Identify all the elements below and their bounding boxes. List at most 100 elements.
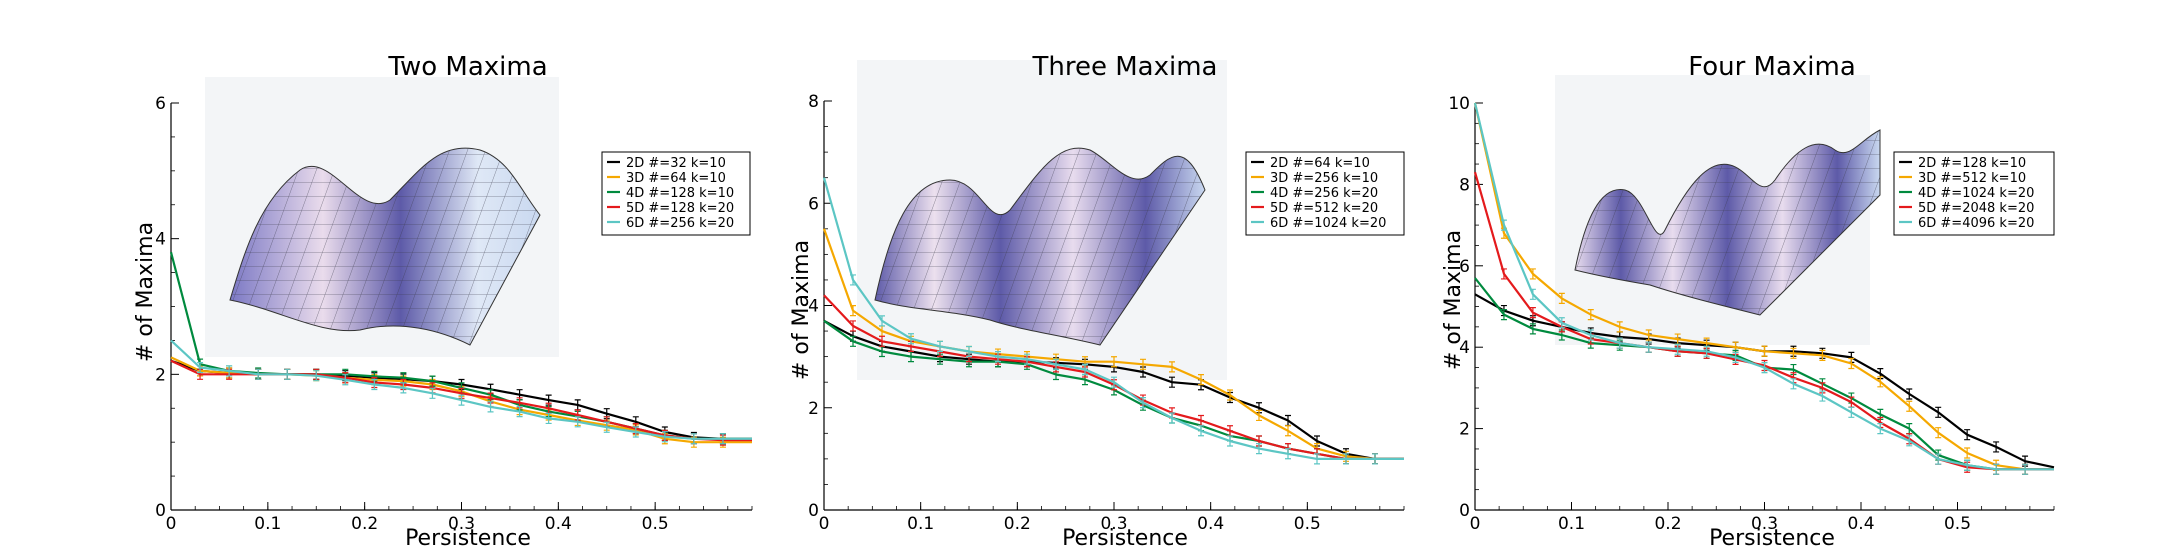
y-tick-label: 6 xyxy=(808,194,819,214)
error-bar xyxy=(371,378,378,391)
error-bar xyxy=(487,401,494,413)
error-bar xyxy=(1616,337,1623,349)
legend-entry: 2D #=64 k=10 xyxy=(1270,156,1370,171)
x-tick-label: 0.5 xyxy=(1294,514,1321,534)
error-bar xyxy=(1500,309,1507,321)
y-tick-label: 8 xyxy=(808,92,819,112)
error-bar xyxy=(197,361,204,374)
error-bar xyxy=(1529,307,1536,319)
error-bar xyxy=(1703,345,1710,357)
error-bar xyxy=(1848,357,1855,370)
error-bar xyxy=(937,340,943,352)
error-bar xyxy=(879,335,885,347)
error-bar xyxy=(1616,321,1623,333)
error-bar xyxy=(1529,323,1536,335)
error-bar xyxy=(1761,361,1768,374)
error-bar xyxy=(1819,349,1826,361)
error-bar xyxy=(1935,406,1942,418)
error-bar xyxy=(1198,425,1204,437)
error-bar xyxy=(879,315,885,327)
x-tick-label: 0.4 xyxy=(545,514,572,534)
error-bar xyxy=(1906,400,1913,412)
error-bar xyxy=(1587,309,1594,321)
x-tick-label: 0.3 xyxy=(1751,514,1778,534)
legend-entry: 6D #=1024 k=20 xyxy=(1270,216,1386,231)
error-bar xyxy=(908,333,914,345)
y-tick-label: 10 xyxy=(1448,94,1470,114)
error-bar xyxy=(850,305,856,317)
y-tick-label: 2 xyxy=(808,399,819,419)
legend-entry: 3D #=64 k=10 xyxy=(626,171,726,186)
x-tick-label: 0 xyxy=(166,514,177,534)
legend-entry: 6D #=4096 k=20 xyxy=(1918,216,2034,231)
error-bar xyxy=(429,387,436,399)
y-tick-label: 2 xyxy=(1459,420,1470,440)
x-tick-label: 0 xyxy=(819,514,830,534)
legend-entry: 4D #=128 k=10 xyxy=(626,186,734,201)
x-tick-label: 0.3 xyxy=(448,514,475,534)
error-bar xyxy=(1111,376,1117,388)
error-bar xyxy=(574,416,581,428)
error-bar xyxy=(255,368,262,380)
x-tick-label: 0.2 xyxy=(1654,514,1681,534)
error-bar xyxy=(1140,397,1146,409)
error-bar xyxy=(1529,268,1536,280)
error-bar xyxy=(1053,358,1059,370)
error-bar xyxy=(690,433,697,445)
error-bar xyxy=(850,274,856,286)
error-bar xyxy=(458,394,465,406)
error-bar xyxy=(1256,409,1262,422)
legend-entry: 3D #=256 k=10 xyxy=(1270,171,1378,186)
error-bar xyxy=(1790,378,1797,390)
error-bar xyxy=(1935,453,1942,465)
error-bar xyxy=(1140,358,1146,370)
error-bar xyxy=(1964,447,1971,459)
legend-entry: 2D #=32 k=10 xyxy=(626,156,726,171)
error-bar xyxy=(1343,453,1349,465)
error-bar xyxy=(1790,347,1797,359)
error-bar xyxy=(1529,288,1536,300)
x-tick-label: 0.2 xyxy=(1004,514,1031,534)
y-tick-label: 0 xyxy=(808,501,819,521)
error-bar xyxy=(1645,329,1652,341)
y-tick-label: 0 xyxy=(155,501,166,521)
legend-box xyxy=(1893,151,2055,236)
y-axis-label: # of Maxima xyxy=(789,240,814,380)
chart-title: Three Maxima xyxy=(1032,52,1218,82)
x-tick-label: 0.4 xyxy=(1197,514,1224,534)
error-bar xyxy=(661,431,668,443)
legend-entry: 5D #=128 k=20 xyxy=(626,201,734,216)
error-bar xyxy=(1198,374,1204,386)
error-bar xyxy=(603,421,610,433)
error-bar xyxy=(313,370,320,382)
legend-entry: 4D #=256 k=20 xyxy=(1270,186,1378,201)
error-bar xyxy=(1169,361,1175,373)
x-tick-label: 0.5 xyxy=(1944,514,1971,534)
error-bar xyxy=(1024,353,1030,365)
error-bar xyxy=(1993,463,2000,475)
error-bar xyxy=(1227,389,1233,401)
error-bar xyxy=(516,406,523,418)
legend-entry: 2D #=128 k=10 xyxy=(1918,156,2026,171)
x-tick-label: 0.1 xyxy=(1558,514,1585,534)
y-tick-label: 6 xyxy=(1459,257,1470,277)
error-bar xyxy=(1761,345,1768,357)
legend-entry: 3D #=512 k=10 xyxy=(1918,171,2026,186)
error-bar xyxy=(1674,343,1681,355)
y-tick-label: 4 xyxy=(808,297,819,317)
error-bar xyxy=(2022,463,2029,475)
error-bar xyxy=(1848,406,1855,418)
x-tick-label: 0.1 xyxy=(907,514,934,534)
error-bar xyxy=(1500,219,1507,231)
x-tick-label: 0.1 xyxy=(254,514,281,534)
error-bar xyxy=(1500,268,1507,280)
x-axis-label: Persistence xyxy=(405,526,531,551)
surface-inset-icon xyxy=(1574,129,1881,316)
error-bar xyxy=(1285,425,1291,437)
error-bar xyxy=(632,426,639,438)
y-tick-label: 0 xyxy=(1459,501,1470,521)
error-bar xyxy=(1935,427,1942,439)
